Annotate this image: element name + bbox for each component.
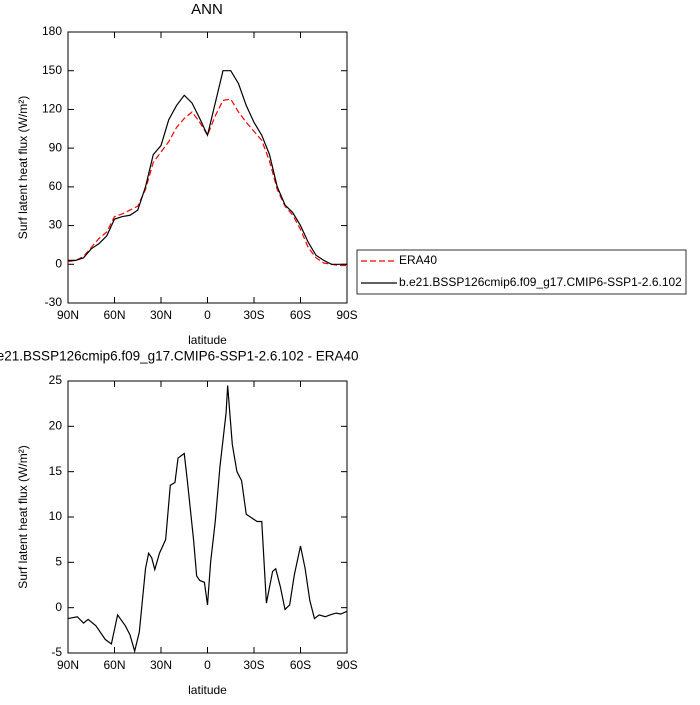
y-tick-label: 5 [55,555,62,569]
x-tick-label: 0 [204,308,211,322]
y-axis-label: Surf latent heat flux (W/m²) [16,445,30,588]
plot-frame [67,31,348,304]
legend-label: ERA40 [399,253,437,267]
y-tick-label: 10 [49,509,63,523]
y-tick-label: 60 [49,179,63,193]
y-tick-label: 0 [55,256,62,270]
y-tick-label: 20 [49,419,63,433]
y-tick-label: 180 [42,24,62,38]
x-axis-label: latitude [188,333,227,347]
y-tick-label: 0 [55,600,62,614]
chart-title: ANN [191,1,223,18]
x-tick-label: 90N [57,658,79,672]
y-tick-label: 120 [42,102,62,116]
x-tick-label: 60S [290,308,311,322]
x-tick-label: 0 [204,658,211,672]
y-tick-label: 25 [49,373,63,387]
series-line [67,385,348,654]
x-tick-label: 90N [57,308,79,322]
y-tick-label: -30 [45,295,63,309]
chart-title: b.e21.BSSP126cmip6.f09_g17.CMIP6-SSP1-2.… [0,349,358,364]
x-axis-label: latitude [188,683,227,697]
x-tick-label: 90S [336,308,357,322]
x-tick-label: 60S [290,658,311,672]
series-line [68,70,347,265]
y-tick-label: 90 [49,140,63,154]
plot-frame [67,380,348,654]
x-tick-label: 90S [336,658,357,672]
y-tick-label: 15 [49,464,63,478]
x-tick-label: 30S [243,308,264,322]
y-tick-label: 150 [42,63,62,77]
y-tick-label: -5 [51,645,62,659]
y-tick-label: 30 [49,218,63,232]
legend-label: b.e21.BSSP126cmip6.f09_g17.CMIP6-SSP1-2.… [399,275,682,289]
x-tick-label: 60N [103,658,125,672]
legend-box [356,249,687,295]
x-tick-label: 60N [103,308,125,322]
x-tick-label: 30S [243,658,264,672]
x-tick-label: 30N [150,308,172,322]
series-line [67,98,347,267]
y-axis-label: Surf latent heat flux (W/m²) [16,96,30,239]
x-tick-label: 30N [150,658,172,672]
